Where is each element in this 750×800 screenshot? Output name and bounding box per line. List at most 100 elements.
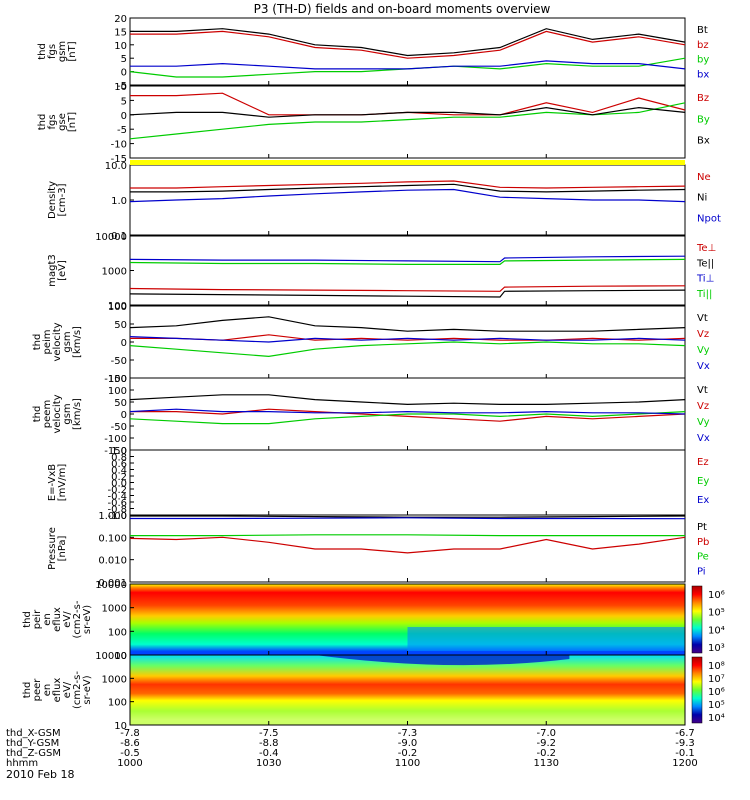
ytick-label: -150 [104,446,127,457]
ephemeris-value: 1030 [256,758,281,769]
ylabel-line: E=-VxB [47,464,58,501]
ytick-label: -50 [111,356,127,367]
series-bz [130,92,686,116]
ephemeris-value: -9.3 [675,738,695,749]
ephemeris-value: -0.2 [536,748,556,759]
ytick-label: -0.4 [107,492,127,503]
series-pt [130,515,686,518]
panel-ylabel: thdpeemvelocitygsm[km/s] [32,394,83,433]
legend-vz: Vz [697,329,709,340]
panel-ylabel: E=-VxB[mV/m] [47,464,68,502]
series-vy [129,411,686,425]
ytick-label: 100 [108,627,127,638]
ephemeris-value: -7.0 [536,728,556,739]
ytick-label: 0.8 [111,453,127,464]
panel-peem: thdpeemvelocitygsm[km/s]150100500-50-100… [32,374,710,457]
ytick-label: 1.0 [111,196,127,207]
series-bt [130,28,686,57]
plot-title: P3 (TH-D) fields and on-board moments ov… [254,2,551,16]
legend-vx: Vx [697,361,710,372]
ylabel-line: thd [32,334,43,351]
legend-pt: Pt [697,522,707,533]
ytick-label: 0.100 [98,533,127,544]
ephemeris-value: -8.8 [259,738,279,749]
series-vt [129,394,686,406]
series-bz [130,30,686,59]
panel-density: Density[cm-3] 10.0 1.0 0.1 Ne Ni Npot [47,161,721,242]
ylabel-line: peem [42,400,53,428]
legend-bz: Bz [697,93,709,104]
ytick-label: 100 [108,386,127,397]
ytick-label: 5 [121,54,127,65]
ytick-label: -100 [104,434,127,445]
ytick-label: -5 [117,81,127,92]
series-vy [129,341,686,358]
ytick-label: 100 [108,698,127,709]
panel-ylabel: thdfgsgse[nT] [37,112,78,132]
legend-npot: Npot [697,213,721,224]
ephemeris-value: -7.5 [259,728,279,739]
series-vx [129,408,686,415]
heatmap-feature [315,655,570,666]
ephemeris-value: 1130 [534,758,559,769]
ytick-label: -0.6 [107,498,127,509]
ephemeris-row-label: thd_Y-GSM [6,738,59,749]
panel-frame [129,449,686,516]
legend-vz: Vz [697,401,709,412]
series-bx [130,60,686,70]
legend-te: Te|| [696,258,714,269]
series-ni [130,183,686,193]
legend-ne: Ne [697,172,711,183]
ytick-label: 50 [114,320,127,331]
legend-ex: Ex [697,495,709,506]
ylabel-line: velocity [52,322,63,361]
panel-fgs1: thdfgsgsm[nT] 20 15 10 5 0 -5 Bt bz by bx [37,14,709,92]
panel-ylabel: thdpeimvelocitygsm[km/s] [32,322,83,361]
ylabel-line: peer [32,678,43,702]
ylabel-line: [km/s] [72,326,83,358]
legend-pb: Pb [697,537,709,548]
panel-peir: thdpeirenefluxeV/(cm2-s-sr-eV) 10⁶ 10⁵ 10⁴ 1… [22,580,725,662]
panel-ylabel: Density[cm-3] [47,181,68,219]
ytick-label: 0 [121,111,127,122]
ylabel-line: (cm2-s- [72,671,83,709]
ytick-label: 150 [108,374,127,385]
ytick-label: 10 [114,721,127,732]
ytick-label: 0.6 [111,459,127,470]
ytick-label: -0.2 [107,485,127,496]
ylabel-line: eflux [52,678,63,703]
ephemeris-value: -0.4 [259,748,279,759]
legend-ti: Ti|| [696,289,712,300]
series-pe [130,534,685,537]
ylabel-line: peir [32,609,43,629]
ylabel-line: peim [42,329,53,354]
ylabel-line: [cm-3] [57,183,68,216]
ylabel-line: eV/ [62,681,73,698]
panel-pressure: Pressure[nPa] 1.000 0.100 0.010 0.001 Pt Pb Pe P… [47,511,709,589]
ytick-label: 1.0 [111,446,127,457]
ytick-label: 0 [121,338,127,349]
ylabel-line: thd [37,114,48,131]
ylabel-line: gsm [62,331,73,352]
ytick-label: 10000 [95,580,127,591]
legend-by: By [697,114,710,125]
colorbar-tick: 10³ [708,643,725,654]
colorbar-tick: 10⁷ [708,674,725,685]
ephemeris-row-label: thd_X-GSM [6,728,61,739]
ylabel-line: sr-eV) [82,605,93,634]
ephemeris-value: -9.2 [536,738,556,749]
ylabel-line: (cm2-s- [72,600,83,638]
legend-ez: Ez [697,457,709,468]
series-npot [129,188,686,203]
ytick-label: -5 [117,125,127,136]
series-pb [129,536,686,554]
heatmap-feature [407,627,685,651]
colorbar-tick: 10⁸ [708,661,725,672]
legend-vt: Vt [697,385,708,396]
ylabel-line: [nPa] [57,535,68,561]
ylabel-line: gsm [62,403,73,424]
ytick-label: 10000 [95,232,127,243]
ytick-label: 20 [114,14,127,25]
ephemeris-row-label: hhmm [6,758,38,769]
ylabel-line: [mV/m] [57,464,68,502]
